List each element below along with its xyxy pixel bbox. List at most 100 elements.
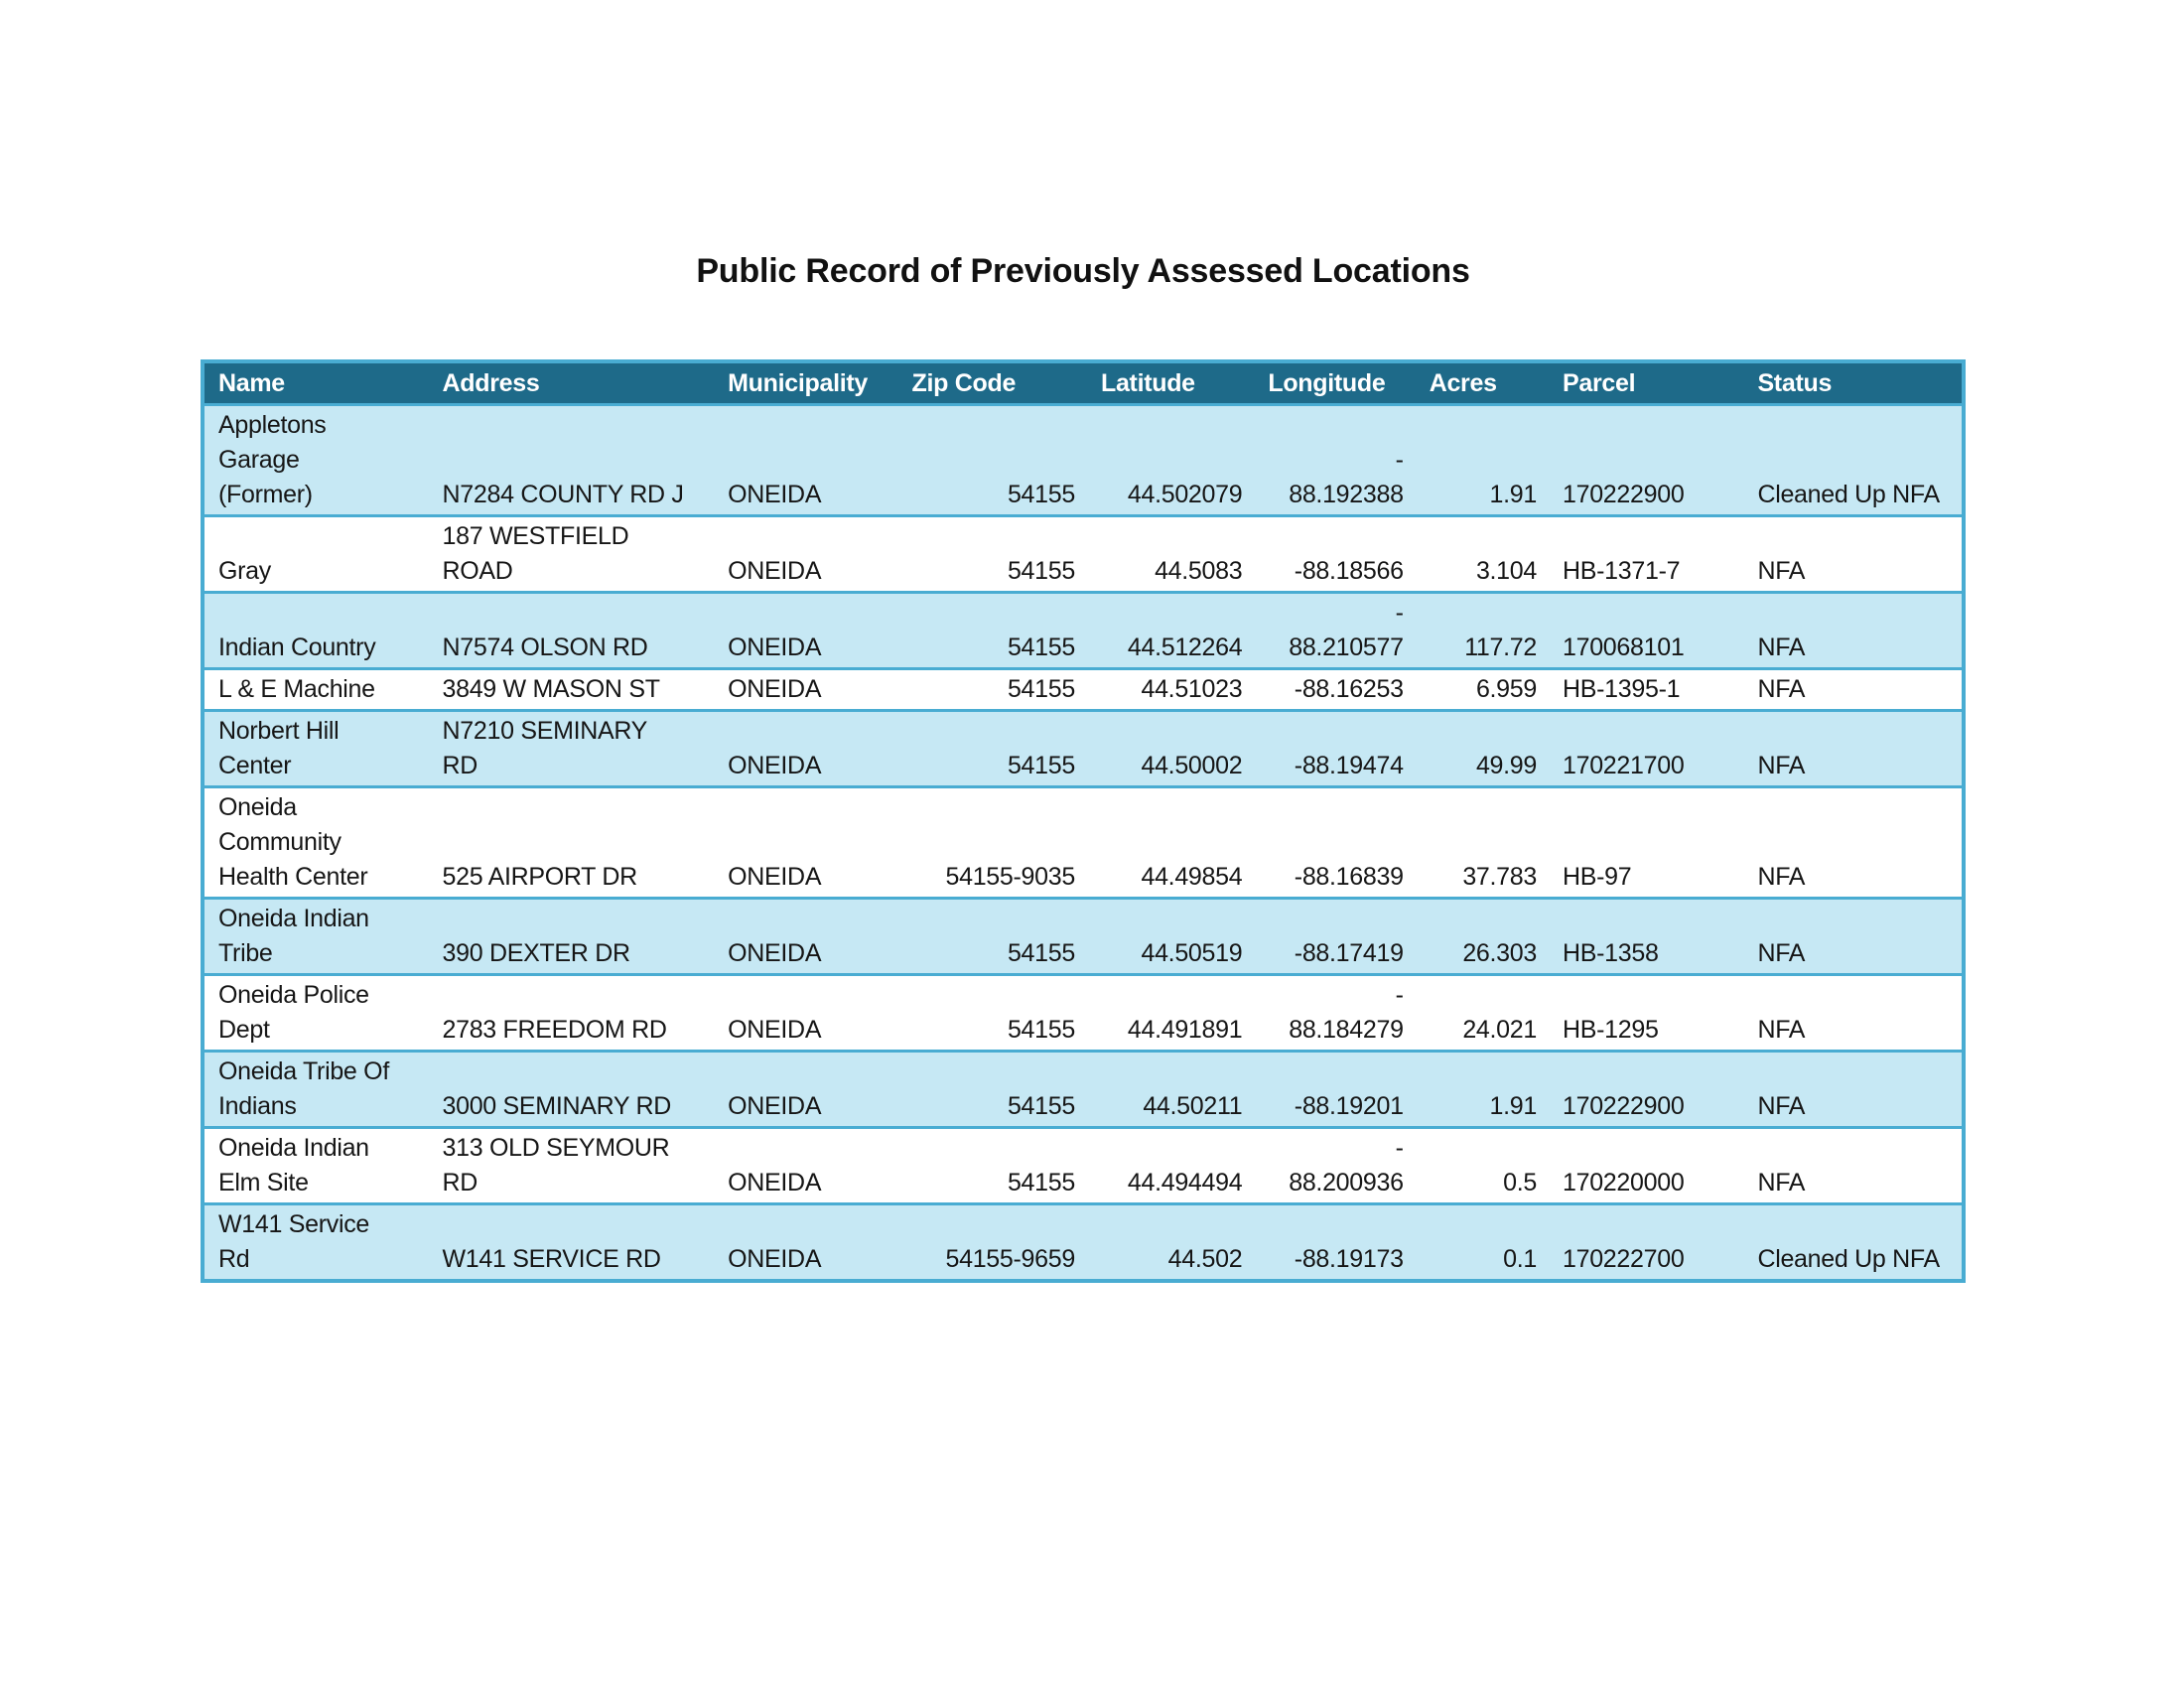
table-row: L & E Machine 3849 W MASON ST ONEIDA 54155 4… xyxy=(203,668,1964,712)
cell-municipality: ONEIDA xyxy=(714,592,898,670)
table-row: Indian Country N7574 OLSON RD ONEIDA 54155 4… xyxy=(203,592,1964,670)
cell-zip: 54155 xyxy=(897,710,1087,788)
column-header-zip: Zip Code xyxy=(897,361,1087,406)
cell-parcel: HB-1358 xyxy=(1549,898,1744,976)
cell-status: NFA xyxy=(1743,786,1964,900)
cell-latitude: 44.49854 xyxy=(1086,786,1255,900)
table-header: Name Address Municipality Zip Code Latitude L… xyxy=(203,361,1964,406)
cell-status: NFA xyxy=(1743,515,1964,594)
cell-zip: 54155 xyxy=(897,898,1087,976)
cell-municipality: ONEIDA xyxy=(714,1051,898,1129)
cell-municipality: ONEIDA xyxy=(714,1203,898,1283)
cell-zip: 54155-9659 xyxy=(897,1203,1087,1283)
column-header-longitude: Longitude xyxy=(1254,361,1416,406)
cell-longitude: - 88.200936 xyxy=(1254,1127,1416,1205)
cell-address: 187 WESTFIELD ROAD xyxy=(428,515,715,594)
cell-longitude: -88.18566 xyxy=(1254,515,1416,594)
cell-latitude: 44.502 xyxy=(1086,1203,1255,1283)
cell-latitude: 44.50519 xyxy=(1086,898,1255,976)
cell-latitude: 44.50211 xyxy=(1086,1051,1255,1129)
page-title: Public Record of Previously Assessed Loc… xyxy=(696,252,1470,290)
table-row: Oneida Tribe Of Indians 3000 SEMINARY RD O… xyxy=(203,1051,1964,1129)
cell-status: Cleaned Up NFA xyxy=(1743,404,1964,517)
cell-parcel: 170220000 xyxy=(1549,1127,1744,1205)
cell-latitude: 44.491891 xyxy=(1086,974,1255,1053)
column-header-parcel: Parcel xyxy=(1549,361,1744,406)
cell-status: Cleaned Up NFA xyxy=(1743,1203,1964,1283)
cell-longitude: -88.17419 xyxy=(1254,898,1416,976)
cell-acres: 0.1 xyxy=(1415,1203,1549,1283)
cell-name: Gray xyxy=(203,515,429,594)
cell-parcel: 170068101 xyxy=(1549,592,1744,670)
cell-parcel: HB-1371-7 xyxy=(1549,515,1744,594)
cell-municipality: ONEIDA xyxy=(714,786,898,900)
cell-address: 2783 FREEDOM RD xyxy=(428,974,715,1053)
cell-name: Oneida Community Health Center xyxy=(203,786,429,900)
cell-name: Appletons Garage (Former) xyxy=(203,404,429,517)
table-row: W141 Service Rd W141 SERVICE RD ONEIDA 5415… xyxy=(203,1203,1964,1283)
cell-longitude: - 88.210577 xyxy=(1254,592,1416,670)
cell-municipality: ONEIDA xyxy=(714,515,898,594)
cell-longitude: -88.19201 xyxy=(1254,1051,1416,1129)
cell-address: 525 AIRPORT DR xyxy=(428,786,715,900)
cell-address: 3000 SEMINARY RD xyxy=(428,1051,715,1129)
cell-address: N7284 COUNTY RD J xyxy=(428,404,715,517)
cell-longitude: -88.16839 xyxy=(1254,786,1416,900)
cell-address: N7210 SEMINARY RD xyxy=(428,710,715,788)
cell-zip: 54155-9035 xyxy=(897,786,1087,900)
cell-address: 3849 W MASON ST xyxy=(428,668,715,712)
cell-name: W141 Service Rd xyxy=(203,1203,429,1283)
column-header-latitude: Latitude xyxy=(1086,361,1255,406)
cell-parcel: 170221700 xyxy=(1549,710,1744,788)
cell-latitude: 44.512264 xyxy=(1086,592,1255,670)
cell-latitude: 44.5083 xyxy=(1086,515,1255,594)
cell-status: NFA xyxy=(1743,1051,1964,1129)
cell-acres: 24.021 xyxy=(1415,974,1549,1053)
column-header-name: Name xyxy=(203,361,429,406)
cell-status: NFA xyxy=(1743,898,1964,976)
cell-acres: 1.91 xyxy=(1415,404,1549,517)
table-row: Norbert Hill Center N7210 SEMINARY RD ONEI… xyxy=(203,710,1964,788)
cell-latitude: 44.51023 xyxy=(1086,668,1255,712)
cell-status: NFA xyxy=(1743,974,1964,1053)
cell-municipality: ONEIDA xyxy=(714,1127,898,1205)
cell-zip: 54155 xyxy=(897,515,1087,594)
cell-latitude: 44.50002 xyxy=(1086,710,1255,788)
cell-latitude: 44.502079 xyxy=(1086,404,1255,517)
table-header-row: Name Address Municipality Zip Code Latitude L… xyxy=(203,361,1964,406)
table-row: Oneida Indian Elm Site 313 OLD SEYMOUR RD… xyxy=(203,1127,1964,1205)
column-header-status: Status xyxy=(1743,361,1964,406)
cell-longitude: -88.19474 xyxy=(1254,710,1416,788)
table-row: Appletons Garage (Former) N7284 COUNTY RD… xyxy=(203,404,1964,517)
cell-municipality: ONEIDA xyxy=(714,974,898,1053)
cell-parcel: HB-97 xyxy=(1549,786,1744,900)
cell-status: NFA xyxy=(1743,1127,1964,1205)
cell-zip: 54155 xyxy=(897,1127,1087,1205)
column-header-acres: Acres xyxy=(1415,361,1549,406)
cell-zip: 54155 xyxy=(897,974,1087,1053)
cell-municipality: ONEIDA xyxy=(714,710,898,788)
cell-acres: 26.303 xyxy=(1415,898,1549,976)
cell-latitude: 44.494494 xyxy=(1086,1127,1255,1205)
column-header-address: Address xyxy=(428,361,715,406)
cell-parcel: HB-1295 xyxy=(1549,974,1744,1053)
cell-longitude: - 88.184279 xyxy=(1254,974,1416,1053)
cell-name: L & E Machine xyxy=(203,668,429,712)
cell-address: N7574 OLSON RD xyxy=(428,592,715,670)
cell-zip: 54155 xyxy=(897,404,1087,517)
cell-longitude: - 88.192388 xyxy=(1254,404,1416,517)
cell-status: NFA xyxy=(1743,710,1964,788)
cell-acres: 37.783 xyxy=(1415,786,1549,900)
assessed-locations-table: Name Address Municipality Zip Code Latitude L… xyxy=(201,359,1966,1283)
cell-address: 390 DEXTER DR xyxy=(428,898,715,976)
cell-zip: 54155 xyxy=(897,1051,1087,1129)
cell-municipality: ONEIDA xyxy=(714,898,898,976)
cell-municipality: ONEIDA xyxy=(714,668,898,712)
cell-name: Oneida Tribe Of Indians xyxy=(203,1051,429,1129)
cell-acres: 3.104 xyxy=(1415,515,1549,594)
cell-acres: 6.959 xyxy=(1415,668,1549,712)
cell-status: NFA xyxy=(1743,668,1964,712)
cell-address: 313 OLD SEYMOUR RD xyxy=(428,1127,715,1205)
cell-acres: 117.72 xyxy=(1415,592,1549,670)
